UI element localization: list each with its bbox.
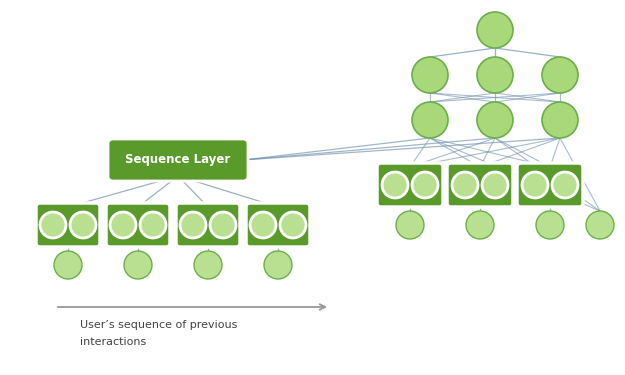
Circle shape <box>180 212 206 238</box>
Text: interactions: interactions <box>80 337 146 347</box>
FancyBboxPatch shape <box>176 203 240 247</box>
Circle shape <box>40 212 66 238</box>
Circle shape <box>477 102 513 138</box>
Circle shape <box>54 251 82 279</box>
Circle shape <box>140 212 166 238</box>
Text: Sequence Layer: Sequence Layer <box>126 153 231 166</box>
FancyBboxPatch shape <box>246 203 310 247</box>
Circle shape <box>452 172 478 198</box>
Circle shape <box>264 251 292 279</box>
Circle shape <box>466 211 494 239</box>
Circle shape <box>522 172 548 198</box>
Circle shape <box>536 211 564 239</box>
Circle shape <box>250 212 276 238</box>
FancyBboxPatch shape <box>108 139 248 181</box>
Text: User’s sequence of previous: User’s sequence of previous <box>80 320 238 330</box>
Circle shape <box>412 172 438 198</box>
FancyBboxPatch shape <box>36 203 100 247</box>
Circle shape <box>280 212 306 238</box>
Circle shape <box>477 12 513 48</box>
FancyBboxPatch shape <box>447 163 513 207</box>
Circle shape <box>396 211 424 239</box>
Circle shape <box>124 251 152 279</box>
FancyBboxPatch shape <box>377 163 443 207</box>
Circle shape <box>482 172 508 198</box>
Circle shape <box>110 212 136 238</box>
Circle shape <box>210 212 236 238</box>
Circle shape <box>412 57 448 93</box>
Circle shape <box>542 102 578 138</box>
Circle shape <box>552 172 578 198</box>
Circle shape <box>70 212 96 238</box>
FancyBboxPatch shape <box>106 203 170 247</box>
FancyBboxPatch shape <box>517 163 583 207</box>
Circle shape <box>542 57 578 93</box>
Circle shape <box>194 251 222 279</box>
Circle shape <box>477 57 513 93</box>
Circle shape <box>412 102 448 138</box>
Circle shape <box>382 172 408 198</box>
Circle shape <box>586 211 614 239</box>
